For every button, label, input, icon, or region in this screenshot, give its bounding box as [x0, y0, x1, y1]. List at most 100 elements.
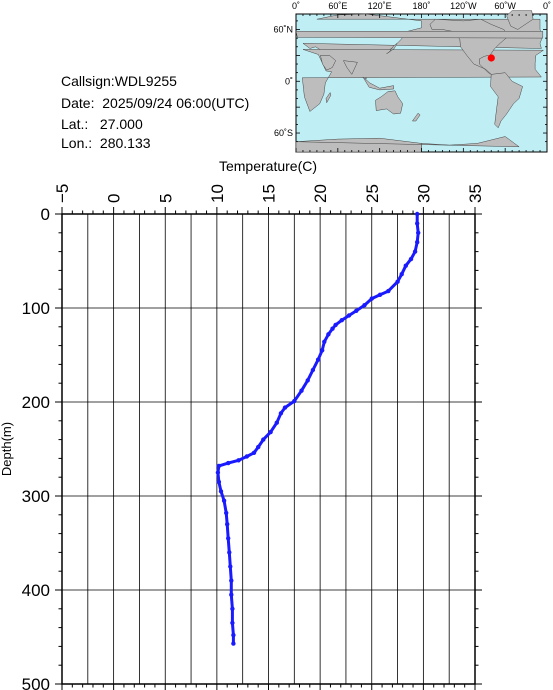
land-arabia	[320, 55, 337, 71]
data-point	[216, 479, 222, 485]
data-point	[326, 332, 331, 337]
data-point	[261, 437, 266, 442]
grid-lines	[62, 214, 475, 684]
data-point	[224, 510, 229, 516]
x-tick-label: −5	[53, 184, 72, 203]
data-point	[230, 620, 235, 626]
data-point	[225, 522, 230, 527]
data-point	[415, 221, 420, 226]
map-lon-label: 0˚	[543, 1, 551, 11]
data-point	[216, 463, 222, 469]
y-tick-label: 400	[22, 581, 50, 600]
data-point	[415, 240, 420, 245]
map-lon-label: 120˚E	[368, 1, 392, 11]
map-frame	[295, 13, 548, 152]
data-point	[330, 326, 335, 331]
data-point	[354, 308, 359, 313]
latitude-text: Lat.: 27.000	[61, 116, 143, 132]
data-point	[395, 279, 400, 284]
map-lat-label: 60˚N	[273, 25, 293, 35]
data-point	[292, 398, 297, 404]
longitude-text: Lon.: 280.133	[61, 135, 151, 151]
y-tick-label: 500	[22, 675, 50, 690]
data-point	[322, 339, 327, 344]
land-japan	[386, 43, 398, 54]
y-tick-label: 200	[22, 393, 50, 412]
map-lon-label: 180˚	[412, 1, 430, 11]
data-point	[221, 498, 227, 503]
data-point	[229, 592, 234, 597]
x-tick-label: 20	[311, 184, 330, 203]
data-point	[412, 249, 418, 254]
map-land	[295, 10, 545, 153]
map-lon-label: 120˚W	[450, 1, 477, 11]
data-point	[231, 641, 236, 646]
map-lon-label: 60˚W	[494, 1, 516, 11]
date-text: Date: 2025/09/24 06:00(UTC)	[61, 95, 250, 111]
x-tick-label: 15	[260, 184, 279, 203]
data-point	[282, 405, 288, 410]
land-uk	[295, 31, 544, 39]
map-lat-label: 0˚	[285, 76, 293, 86]
data-point	[299, 388, 304, 393]
y-tick-label: 0	[41, 205, 50, 224]
land-south-america	[490, 72, 523, 129]
data-point	[227, 550, 232, 555]
map-longitude-labels: 0˚ 60˚E 120˚E 180˚ 120˚W 60˚W 0˚	[292, 1, 551, 11]
temperature-series-line	[216, 212, 420, 646]
temperature-series-points	[215, 211, 421, 646]
data-point	[408, 256, 414, 262]
data-point	[305, 378, 310, 383]
data-point	[256, 444, 261, 450]
x-tick-label: 35	[466, 184, 485, 203]
data-point	[229, 578, 234, 583]
land-new-zealand	[411, 112, 421, 122]
x-tick-label: 0	[105, 194, 124, 203]
x-tick-label: 5	[156, 194, 175, 203]
land-madagascar	[325, 91, 332, 104]
map-lon-label: 0˚	[292, 1, 300, 11]
y-tick-label: 100	[22, 299, 50, 318]
land-indonesia	[362, 76, 394, 91]
data-point	[403, 263, 408, 268]
plot-frame	[61, 213, 476, 685]
data-point	[226, 536, 231, 541]
data-point	[231, 632, 236, 638]
y-axis-title: Depth(m)	[0, 422, 14, 476]
x-tick-label: 30	[414, 184, 433, 203]
data-point	[236, 458, 241, 463]
callsign-text: Callsign:WDL9255	[61, 73, 177, 89]
data-point	[339, 318, 344, 323]
data-point	[377, 292, 383, 297]
map-latitude-labels: 60˚N 0˚ 60˚S	[273, 25, 293, 138]
data-point	[369, 296, 374, 301]
land-india	[342, 60, 358, 75]
data-point	[310, 367, 316, 373]
data-point	[226, 460, 231, 466]
data-point	[362, 303, 367, 308]
x-tick-label: 25	[363, 184, 382, 203]
x-axis-title: Temperature(C)	[219, 158, 317, 174]
x-tick-labels: −5 0 5 10 15 20 25 30 35	[53, 184, 485, 203]
position-marker	[487, 54, 495, 62]
data-point	[416, 230, 421, 235]
data-point	[218, 489, 224, 494]
map-lat-label: 60˚S	[274, 128, 293, 138]
data-point	[215, 470, 221, 475]
land-australia	[375, 90, 403, 115]
data-point	[268, 429, 273, 435]
y-tick-label: 300	[22, 487, 50, 506]
data-point	[315, 357, 321, 362]
data-point	[346, 313, 352, 318]
data-point	[415, 211, 420, 217]
location-map: 0˚ 60˚E 120˚E 180˚ 120˚W 60˚W 0˚ 60˚N 0˚ 60˚S	[273, 1, 551, 153]
land-africa	[302, 49, 545, 112]
data-point	[399, 272, 404, 277]
data-point	[386, 288, 391, 294]
data-point	[278, 411, 284, 416]
x-tick-label: 10	[208, 184, 227, 203]
data-point	[244, 454, 249, 459]
data-point	[320, 348, 325, 353]
